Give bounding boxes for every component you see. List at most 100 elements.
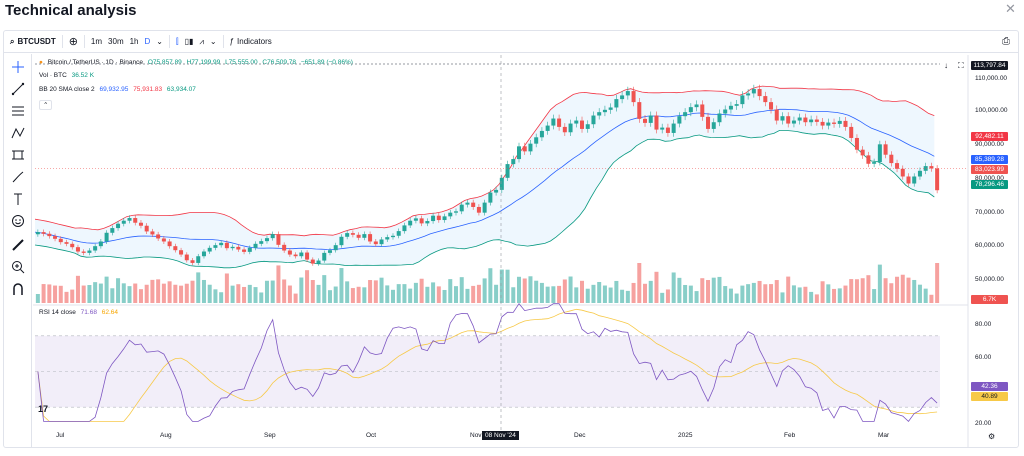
volume-bar [413, 282, 418, 303]
rsi-axis-label: 60.00 [975, 354, 992, 361]
volume-bar [648, 280, 653, 303]
candle-body [562, 126, 567, 133]
volume-bar [683, 284, 688, 303]
candle-body [654, 115, 659, 130]
trend-line-icon[interactable] [11, 82, 25, 96]
bitcoin-icon: ● [39, 59, 43, 66]
volume-bar [396, 284, 401, 303]
timeframe-1m[interactable]: 1m [90, 37, 103, 46]
timeframe-1h[interactable]: 1h [129, 37, 139, 46]
candle-body [591, 115, 596, 125]
volume-bar [305, 270, 310, 303]
volume-bar [763, 284, 768, 303]
volume-bar [127, 286, 132, 303]
volume-bar [877, 264, 882, 303]
candle-body [379, 239, 384, 245]
volume-bar [516, 276, 522, 303]
candle-body [912, 176, 917, 184]
candles-icon[interactable]: ▯▮ [184, 37, 194, 46]
volume-bar [116, 278, 121, 303]
bb-upper-tag: 92,482.11 [971, 132, 1008, 141]
candle-body [814, 119, 819, 122]
candle-body [276, 234, 281, 245]
timeframe-d[interactable]: D [144, 37, 151, 46]
crosshair-date-tag: 08 Nov '24 [482, 431, 519, 440]
magnet-icon[interactable] [11, 282, 25, 296]
volume-bar [734, 293, 739, 303]
candle-body [860, 149, 865, 156]
candle-body [620, 95, 625, 100]
candle-body [832, 122, 837, 124]
candle-body [643, 118, 648, 123]
volume-bar [270, 280, 275, 303]
chevron-down-icon[interactable]: ⌄ [209, 37, 217, 46]
indicators-button[interactable]: ƒ Indicators [230, 37, 272, 46]
candle-body [413, 218, 418, 221]
brush-icon[interactable] [11, 170, 25, 184]
volume-bar [156, 279, 161, 303]
candle-body [219, 242, 224, 246]
chevron-down-icon[interactable]: ⌄ [156, 37, 163, 46]
ruler-icon[interactable] [11, 238, 25, 252]
chart-frame [3, 30, 1019, 448]
candle-body [614, 99, 619, 108]
crosshair-icon[interactable] [11, 60, 25, 74]
bar-type-icon[interactable]: ⫿ [176, 36, 179, 46]
arrow-down-icon[interactable]: ↓ [944, 61, 948, 70]
candle-body [373, 241, 378, 245]
symbol-search[interactable]: ⌕ BTCUSDT [10, 37, 56, 47]
compare-button[interactable]: ⊕ [69, 35, 78, 48]
candle-body [75, 247, 80, 252]
rsi-line [37, 303, 938, 423]
fib-icon[interactable] [11, 104, 25, 118]
candle-body [774, 109, 779, 121]
candle-body [608, 107, 613, 110]
fullscreen-icon[interactable]: ⛶ [958, 61, 964, 70]
volume-bar [643, 283, 648, 303]
candle-body [516, 146, 522, 160]
candle-body [161, 238, 166, 242]
pattern-icon[interactable] [11, 126, 25, 140]
candle-body [694, 104, 699, 108]
candle-body [889, 154, 894, 164]
price-axis-label: 110,000.00 [975, 75, 1008, 82]
candle-body [81, 251, 86, 253]
candle-body [728, 105, 733, 110]
candle-body [167, 241, 172, 247]
emoji-icon[interactable] [11, 214, 25, 228]
volume-bar [625, 290, 630, 303]
candle-body [499, 177, 504, 190]
volume-bar [568, 276, 573, 303]
candle-body [362, 234, 367, 238]
candle-body [757, 89, 762, 97]
month-label: Aug [160, 432, 172, 439]
drawing-toolbar [4, 54, 32, 447]
candle-body [282, 244, 287, 251]
area-icon[interactable]: ⩘ [199, 36, 204, 46]
candle-body [87, 250, 92, 253]
bb-band-fill [35, 86, 935, 268]
volume-bar [81, 285, 86, 303]
close-icon[interactable]: ✕ [1005, 1, 1016, 16]
candle-body [780, 116, 785, 121]
volume-bar [362, 287, 367, 303]
settings-icon[interactable]: ⚙ [988, 432, 996, 441]
volume-bar [190, 280, 195, 303]
forecast-icon[interactable] [11, 148, 25, 162]
candle-body [247, 247, 252, 252]
candle-body [711, 122, 716, 129]
volume-bar [597, 281, 602, 303]
collapse-legend-button[interactable]: ⌃ [39, 100, 53, 110]
camera-icon[interactable]: ⎙ [1002, 36, 1010, 47]
volume-bar [93, 282, 98, 303]
timeframe-30m[interactable]: 30m [108, 37, 124, 46]
candle-body [740, 95, 745, 105]
price-axis-label: 50,000.00 [975, 276, 1004, 283]
zoom-in-icon[interactable] [11, 260, 25, 274]
volume-bar [293, 293, 298, 303]
candle-body [843, 120, 848, 127]
text-icon[interactable] [11, 192, 25, 206]
month-label: Jul [56, 432, 65, 439]
volume-bar [322, 275, 327, 303]
